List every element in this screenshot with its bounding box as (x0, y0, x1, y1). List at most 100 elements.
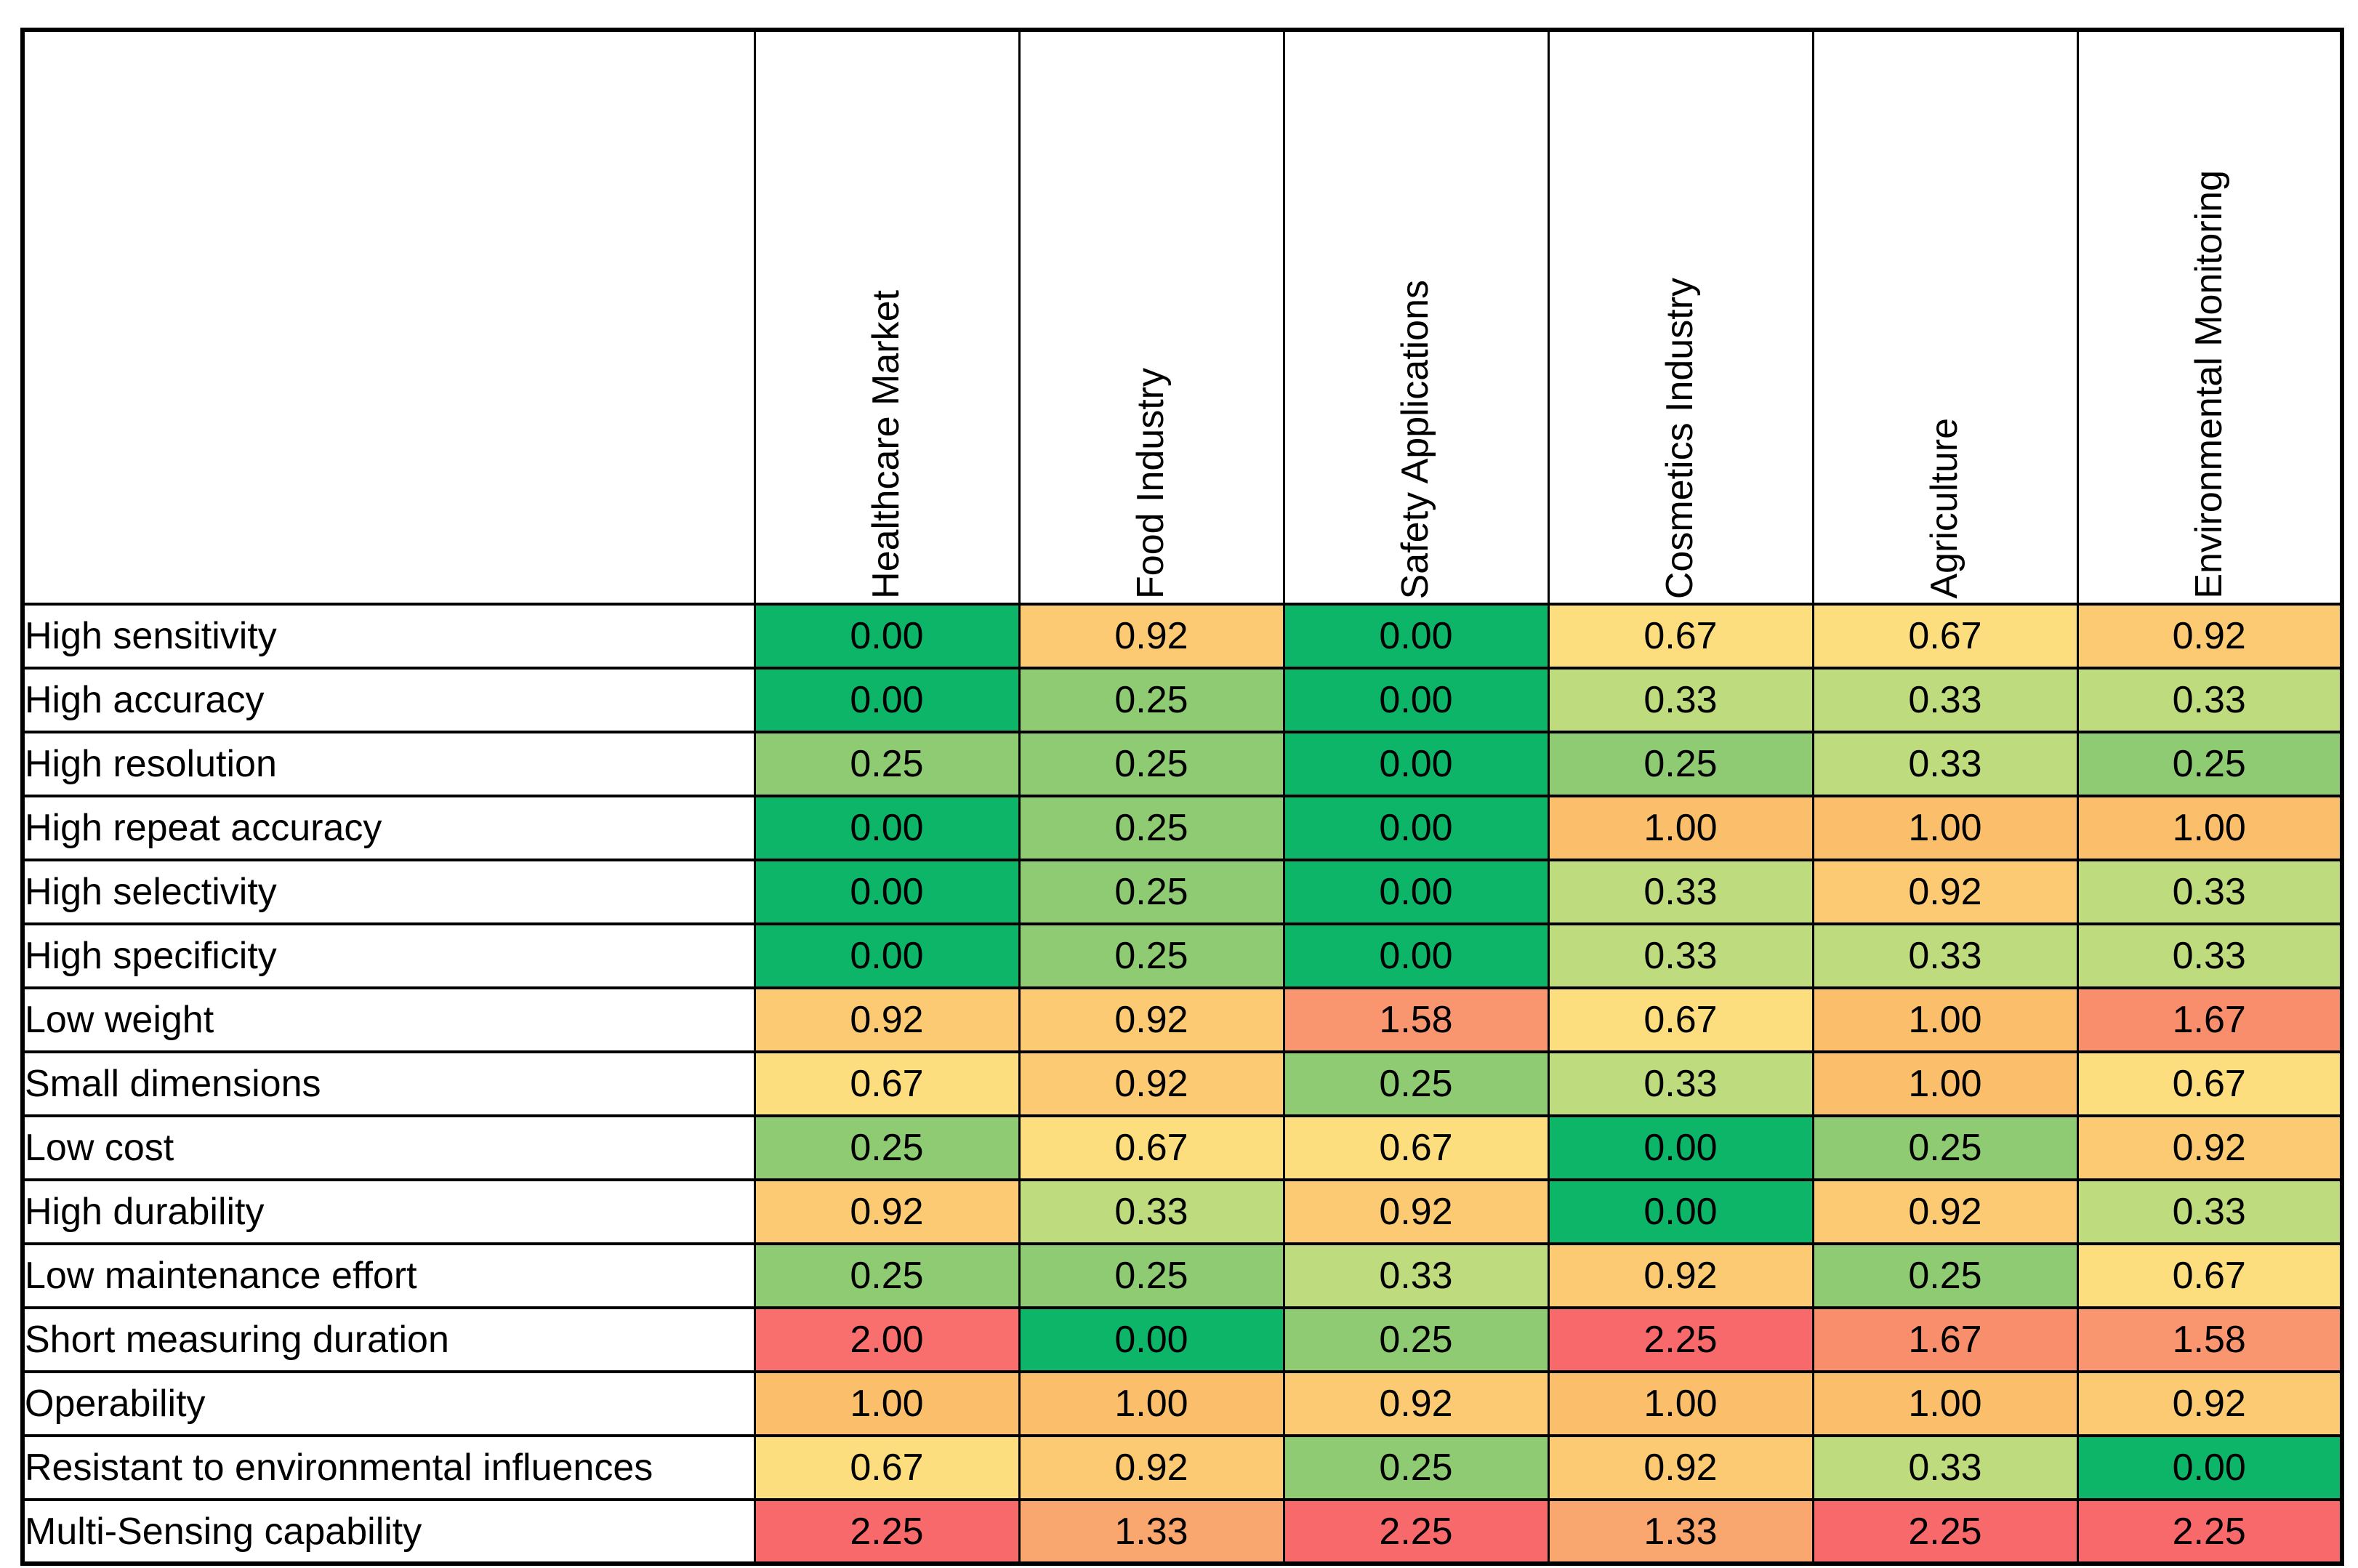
table-row: Low weight 0.92 0.92 1.58 0.67 1.00 1.67 (21, 986, 2343, 1053)
value-cell: 0.25 (1547, 731, 1814, 797)
value-cell: 0.67 (1547, 603, 1814, 670)
table-row: High accuracy 0.00 0.25 0.00 0.33 0.33 0.33 (21, 667, 2343, 733)
value-cell: 0.25 (1018, 922, 1285, 989)
value-cell: 1.00 (2076, 795, 2343, 861)
value-cell: 0.92 (1018, 1434, 1285, 1501)
row-label: High resolution (21, 731, 756, 797)
column-header: Healthcare Market (753, 28, 1021, 606)
value-cell: 1.00 (1811, 795, 2079, 861)
value-cell: 0.92 (753, 1178, 1021, 1245)
row-label: High sensitivity (21, 603, 756, 670)
row-label: Multi-Sensing capability (21, 1498, 756, 1565)
value-cell: 0.33 (1018, 1178, 1285, 1245)
value-cell: 1.00 (1547, 1370, 1814, 1437)
value-cell: 0.33 (2076, 667, 2343, 733)
value-cell: 0.92 (2076, 603, 2343, 670)
row-label: High durability (21, 1178, 756, 1245)
table-row: High repeat accuracy 0.00 0.25 0.00 1.00 1.00… (21, 795, 2343, 861)
value-cell: 0.33 (1811, 922, 2079, 989)
value-cell: 0.25 (1018, 859, 1285, 925)
value-cell: 0.67 (1018, 1114, 1285, 1181)
value-cell: 1.67 (2076, 986, 2343, 1053)
value-cell: 0.00 (753, 603, 1021, 670)
value-cell: 0.67 (753, 1050, 1021, 1117)
value-cell: 0.25 (1282, 1306, 1550, 1373)
value-cell: 0.67 (753, 1434, 1021, 1501)
row-label: High selectivity (21, 859, 756, 925)
column-header-label: Environmental Monitoring (2187, 170, 2230, 599)
value-cell: 0.33 (1811, 667, 2079, 733)
column-header-label: Food Industry (1130, 368, 1172, 599)
column-header-label: Healthcare Market (865, 290, 908, 599)
value-cell: 0.92 (1547, 1242, 1814, 1309)
value-cell: 0.92 (1018, 1050, 1285, 1117)
value-cell: 0.00 (1282, 731, 1550, 797)
table-row: High durability 0.92 0.33 0.92 0.00 0.92 0.33 (21, 1178, 2343, 1245)
table-row: Operability 1.00 1.00 0.92 1.00 1.00 0.92 (21, 1370, 2343, 1437)
value-cell: 1.67 (1811, 1306, 2079, 1373)
value-cell: 0.25 (753, 1114, 1021, 1181)
value-cell: 1.00 (1547, 795, 1814, 861)
value-cell: 0.25 (1811, 1114, 2079, 1181)
row-label: Small dimensions (21, 1050, 756, 1117)
table-row: Small dimensions 0.67 0.92 0.25 0.33 1.00 0.67 (21, 1050, 2343, 1117)
value-cell: 0.92 (1018, 986, 1285, 1053)
value-cell: 0.67 (1547, 986, 1814, 1053)
table-row: High specificity 0.00 0.25 0.00 0.33 0.33 0.33 (21, 922, 2343, 989)
value-cell: 0.33 (1811, 731, 2079, 797)
row-label: Resistant to environmental influences (21, 1434, 756, 1501)
value-cell: 2.00 (753, 1306, 1021, 1373)
column-header-label: Safety Applications (1394, 279, 1437, 599)
header-row: Healthcare Market Food Industry Safety App… (21, 28, 2343, 606)
value-cell: 0.33 (2076, 922, 2343, 989)
table-row: Low maintenance effort 0.25 0.25 0.33 0.92 0.… (21, 1242, 2343, 1309)
value-cell: 0.00 (753, 795, 1021, 861)
value-cell: 0.33 (2076, 859, 2343, 925)
table-row: High resolution 0.25 0.25 0.00 0.25 0.33 0.25 (21, 731, 2343, 797)
value-cell: 2.25 (753, 1498, 1021, 1565)
value-cell: 0.25 (1018, 1242, 1285, 1309)
value-cell: 0.25 (1018, 795, 1285, 861)
value-cell: 0.67 (2076, 1050, 2343, 1117)
value-cell: 0.25 (1811, 1242, 2079, 1309)
row-label: Short measuring duration (21, 1306, 756, 1373)
column-header-label: Cosmetics Industry (1659, 277, 1702, 599)
column-header: Agriculture (1811, 28, 2079, 606)
value-cell: 0.25 (753, 1242, 1021, 1309)
row-label: Low cost (21, 1114, 756, 1181)
value-cell: 2.25 (1282, 1498, 1550, 1565)
value-cell: 0.00 (753, 859, 1021, 925)
value-cell: 0.92 (753, 986, 1021, 1053)
row-label: Low weight (21, 986, 756, 1053)
value-cell: 1.33 (1547, 1498, 1814, 1565)
table-row: High selectivity 0.00 0.25 0.00 0.33 0.92 0.33 (21, 859, 2343, 925)
value-cell: 0.33 (1811, 1434, 2079, 1501)
table-row: High sensitivity 0.00 0.92 0.00 0.67 0.67 0.92 (21, 603, 2343, 670)
value-cell: 0.92 (1282, 1370, 1550, 1437)
column-header: Safety Applications (1282, 28, 1550, 606)
value-cell: 0.92 (1282, 1178, 1550, 1245)
value-cell: 0.25 (1018, 731, 1285, 797)
table-row: Resistant to environmental influences 0.6… (21, 1434, 2343, 1501)
value-cell: 0.67 (1282, 1114, 1550, 1181)
value-cell: 1.33 (1018, 1498, 1285, 1565)
criteria-vs-market-heatmap-table: Healthcare Market Food Industry Safety App… (20, 28, 2344, 1566)
row-label: Low maintenance effort (21, 1242, 756, 1309)
corner-cell (21, 28, 756, 606)
value-cell: 1.58 (2076, 1306, 2343, 1373)
value-cell: 0.92 (1811, 1178, 2079, 1245)
value-cell: 1.00 (1018, 1370, 1285, 1437)
value-cell: 0.25 (1282, 1434, 1550, 1501)
row-label: High specificity (21, 922, 756, 989)
table-row: Short measuring duration 2.00 0.00 0.25 2.25… (21, 1306, 2343, 1373)
value-cell: 0.67 (1811, 603, 2079, 670)
value-cell: 1.00 (1811, 1050, 2079, 1117)
value-cell: 0.25 (2076, 731, 2343, 797)
value-cell: 0.00 (1282, 859, 1550, 925)
table-body: High sensitivity 0.00 0.92 0.00 0.67 0.67 0.92… (21, 603, 2343, 1565)
value-cell: 0.92 (1811, 859, 2079, 925)
value-cell: 0.33 (2076, 1178, 2343, 1245)
value-cell: 0.33 (1547, 1050, 1814, 1117)
value-cell: 2.25 (1811, 1498, 2079, 1565)
